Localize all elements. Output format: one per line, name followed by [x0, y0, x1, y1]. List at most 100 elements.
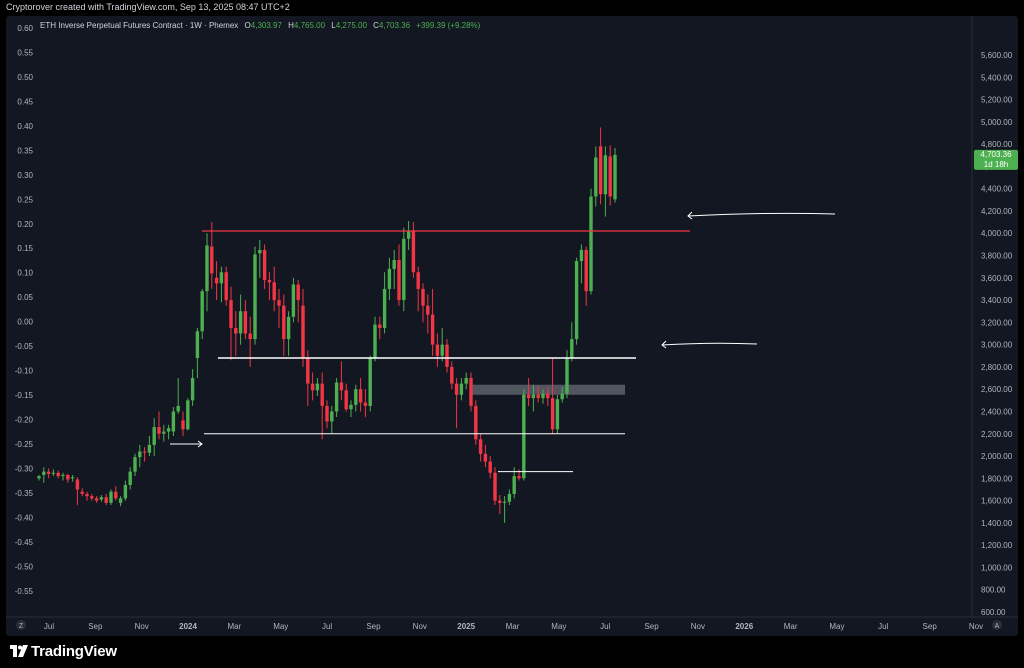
left-axis-tick: 0.30	[17, 171, 33, 180]
candle	[99, 495, 104, 502]
candle	[493, 467, 497, 506]
candle	[397, 244, 401, 306]
chart-legend: ETH Inverse Perpetual Futures Contract ·…	[40, 21, 481, 30]
time-axis[interactable]: Jul Sep Nov 2024 Mar May Jul Sep Nov 2025 Mar May Ju…	[44, 622, 983, 631]
left-axis-tick: -0.25	[15, 440, 34, 449]
candle	[104, 493, 108, 506]
candle	[406, 220, 411, 250]
left-axis-tick: 0.25	[17, 195, 33, 204]
candle	[608, 145, 612, 206]
horizontal-levels	[202, 230, 690, 473]
candle	[142, 447, 147, 462]
candles	[37, 127, 617, 523]
candle	[570, 322, 574, 362]
right-axis-tick: 1,600.00	[981, 497, 1013, 506]
candle	[498, 495, 502, 514]
right-axis-tick: 1,200.00	[981, 541, 1013, 550]
legend-open-label: O	[245, 21, 251, 30]
candle	[315, 378, 320, 396]
candle	[310, 372, 315, 401]
time-axis-label: Jul	[44, 622, 54, 631]
time-axis-label: Mar	[506, 622, 520, 631]
left-axis-tick: 0.40	[17, 122, 33, 131]
annotation-arrow-support	[661, 342, 758, 346]
time-axis-label: Mar	[228, 622, 242, 631]
time-axis-label: Sep	[366, 622, 381, 631]
time-axis-label: Sep	[923, 622, 938, 631]
candle	[234, 311, 238, 356]
candle	[344, 383, 348, 412]
legend-high-label: H	[288, 21, 294, 30]
candle	[205, 233, 209, 312]
candle	[478, 433, 483, 462]
candle	[70, 474, 75, 482]
candle	[166, 424, 171, 440]
candle	[56, 470, 60, 479]
candle	[589, 188, 593, 295]
candle	[445, 339, 449, 373]
candle	[555, 394, 560, 434]
candle	[440, 327, 444, 362]
candle	[382, 272, 387, 334]
time-axis-label: May	[551, 622, 566, 631]
candle	[248, 316, 252, 367]
timezone-button[interactable]: Z	[16, 620, 26, 630]
candle	[109, 489, 113, 506]
right-axis-tick: 3,200.00	[981, 318, 1013, 327]
candle	[531, 384, 536, 412]
candle	[541, 389, 545, 404]
candle	[123, 480, 128, 501]
candle	[330, 405, 334, 434]
time-axis-label: Mar	[784, 622, 798, 631]
candle	[474, 400, 478, 445]
left-axis-tick: 0.15	[17, 244, 33, 253]
candle	[392, 249, 396, 289]
candle	[579, 244, 584, 284]
right-axis-tick: 5,400.00	[981, 73, 1013, 82]
candle	[190, 369, 195, 406]
left-axis-tick: 0.35	[17, 146, 33, 155]
candle	[301, 288, 305, 367]
candle	[75, 477, 80, 506]
candle	[118, 496, 123, 507]
candle	[219, 266, 224, 303]
candle	[306, 350, 310, 406]
candle	[291, 277, 296, 323]
attribution-text: Cryptorover created with TradingView.com…	[6, 2, 290, 12]
right-axis-tick: 4,000.00	[981, 229, 1013, 238]
time-axis-label: 2024	[179, 622, 197, 631]
time-axis-label: 2025	[457, 622, 475, 631]
left-axis-tick: -0.40	[15, 513, 34, 522]
left-axis-tick: -0.50	[15, 562, 34, 571]
time-axis-label: Nov	[691, 622, 705, 631]
candle	[454, 378, 459, 429]
left-axis-tick: 0.00	[17, 318, 33, 327]
right-axis-tick: 800.00	[981, 586, 1006, 595]
right-axis-tick: 3,600.00	[981, 274, 1013, 283]
candle	[430, 288, 435, 356]
candle	[603, 146, 608, 217]
right-axis-tick: 3,400.00	[981, 296, 1013, 305]
candle	[502, 496, 507, 523]
candle	[80, 488, 84, 497]
time-axis-label: Jul	[878, 622, 888, 631]
candle	[262, 244, 267, 289]
candle	[162, 424, 166, 442]
timezone-button-label: Z	[19, 623, 24, 630]
time-axis-label: Sep	[644, 622, 659, 631]
price-chart[interactable]: ETH Inverse Perpetual Futures Contract ·…	[6, 16, 1018, 636]
candle	[421, 283, 425, 323]
candle	[426, 294, 430, 334]
candle	[507, 489, 512, 506]
candle	[138, 444, 142, 468]
right-axis-tick: 4,800.00	[981, 140, 1013, 149]
auto-scale-button[interactable]: A	[992, 620, 1002, 630]
candle	[282, 294, 286, 356]
candle	[238, 294, 243, 345]
right-axis-tick: 1,800.00	[981, 474, 1013, 483]
left-axis-tick: -0.20	[15, 416, 34, 425]
legend-change: +399.39 (+9.28%)	[416, 21, 480, 30]
candle	[243, 300, 248, 340]
candle	[66, 473, 70, 483]
candle	[339, 361, 344, 401]
